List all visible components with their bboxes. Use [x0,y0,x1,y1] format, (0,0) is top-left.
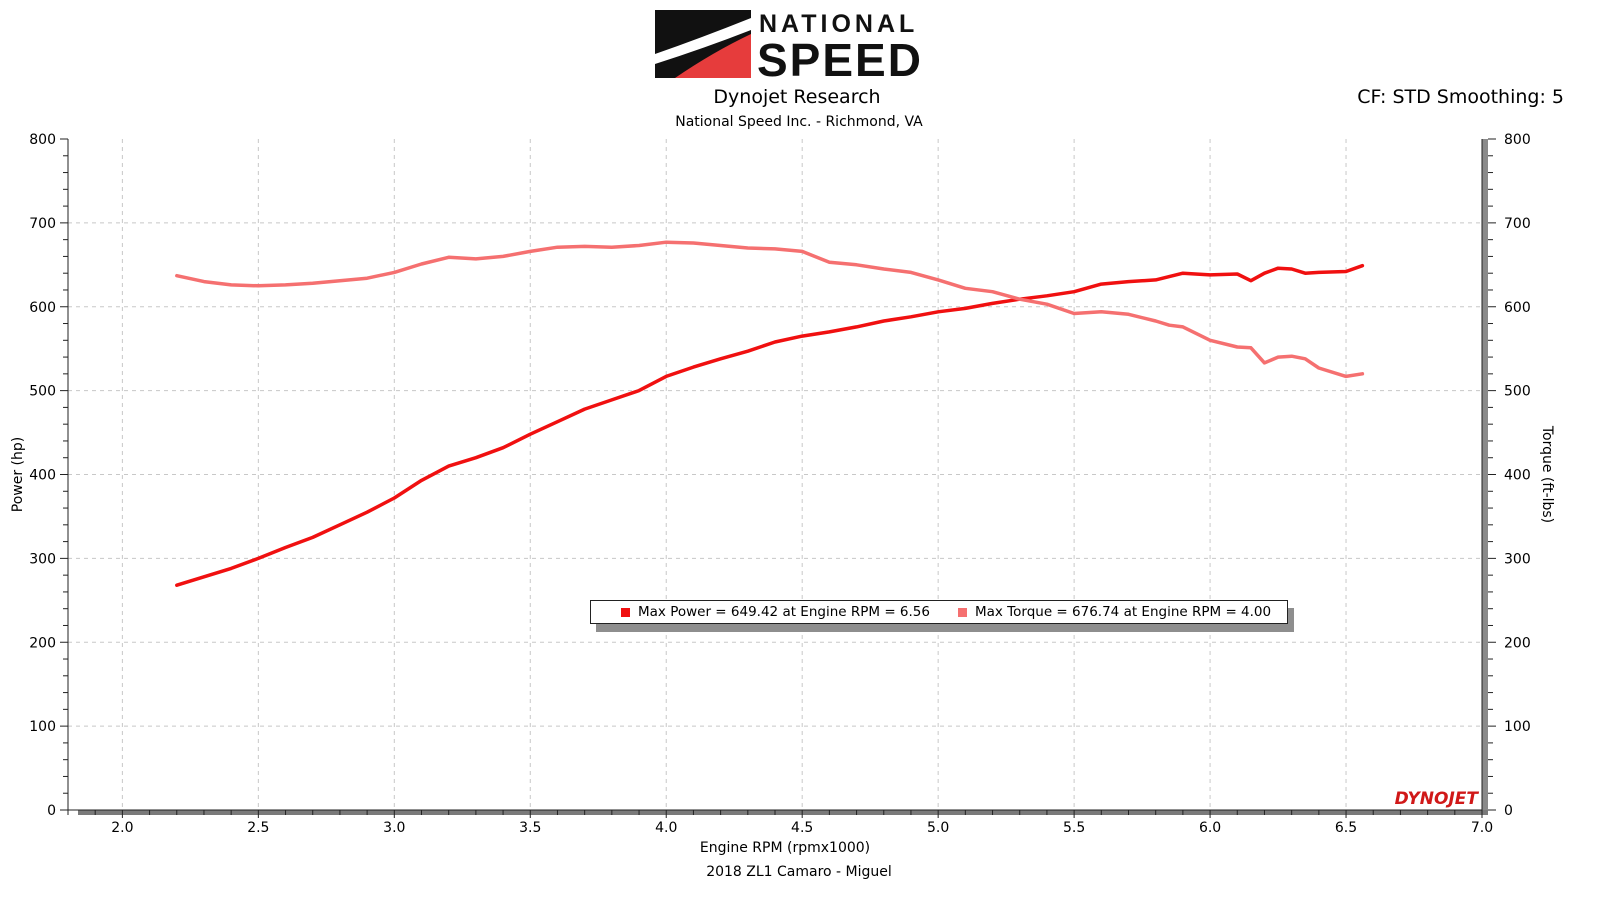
y-tick-label: 600 [29,300,56,316]
legend-swatch-torque [957,607,967,617]
x-tick-label: 4.0 [655,820,677,836]
y2-tick-label: 0 [1504,803,1513,819]
y-tick-label: 800 [29,132,56,148]
y-axis-title: Power (hp) [10,437,26,512]
grid-lines [68,139,1482,810]
y2-tick-label: 700 [1504,216,1531,232]
y2-tick-label: 600 [1504,300,1531,316]
x-tick-label: 6.5 [1335,820,1357,836]
y-tick-label: 300 [29,551,56,567]
national-speed-logo: NATIONAL SPEED [655,10,923,80]
legend-label-torque: Max Torque = 676.74 at Engine RPM = 4.00 [974,604,1272,620]
y-axis-right-bar [1482,139,1488,810]
x-tick-label: 5.0 [927,820,949,836]
x-tick-label: 7.0 [1471,820,1493,836]
axis-labels: 2.0 2.5 3.0 3.5 4.0 4.5 5.0 5.5 6.0 6.5 7.0 0 0 100 10… [10,132,1555,856]
x-tick-label: 4.5 [791,820,813,836]
legend-swatch-power [621,607,630,617]
x-tick-label: 3.0 [383,820,405,836]
series-lines [175,240,1365,587]
y-tick-label: 400 [29,468,56,484]
x-tick-label: 2.0 [111,820,133,836]
series-line-torque [175,240,1365,379]
correction-factor-label: CF: STD Smoothing: 5 [1357,86,1564,108]
y-tick-label: 100 [29,719,56,735]
x-tick-label: 5.5 [1063,820,1085,836]
chart-title: Dynojet Research [713,86,881,108]
run-label: 2018 ZL1 Camaro - Miguel [706,864,892,880]
legend-label-power: Max Power = 649.42 at Engine RPM = 6.56 [638,604,930,620]
x-tick-label: 3.5 [519,820,541,836]
x-axis-title: Engine RPM (rpmx1000) [700,840,870,856]
y2-tick-label: 100 [1504,719,1531,735]
chart-subtitle: National Speed Inc. - Richmond, VA [675,114,923,130]
x-axis-bar [78,810,1488,815]
y-tick-label: 0 [47,803,56,819]
x-tick-label: 2.5 [247,820,269,836]
y2-tick-label: 300 [1504,551,1531,567]
y2-tick-label: 200 [1504,635,1531,651]
y-tick-label: 700 [29,216,56,232]
series-line-power [175,263,1365,587]
y2-tick-label: 800 [1504,132,1531,148]
legend-item-torque: Max Torque = 676.74 at Engine RPM = 4.00 [957,604,1272,620]
y2-tick-label: 500 [1504,384,1531,400]
logo-line2: SPEED [757,34,923,80]
x-tick-label: 6.0 [1199,820,1221,836]
logo-emblem [655,10,751,78]
logo-line1: NATIONAL [759,10,918,38]
y2-axis-title: Torque (ft-lbs) [1539,425,1555,523]
dynojet-brand-mark: DYNOJET [1395,789,1480,809]
axes [60,138,1496,818]
y2-tick-label: 400 [1504,468,1531,484]
y-tick-label: 500 [29,384,56,400]
chart-legend: Max Power = 649.42 at Engine RPM = 6.56 … [590,600,1288,624]
y-tick-label: 200 [29,635,56,651]
legend-item-power: Max Power = 649.42 at Engine RPM = 6.56 [621,604,930,620]
